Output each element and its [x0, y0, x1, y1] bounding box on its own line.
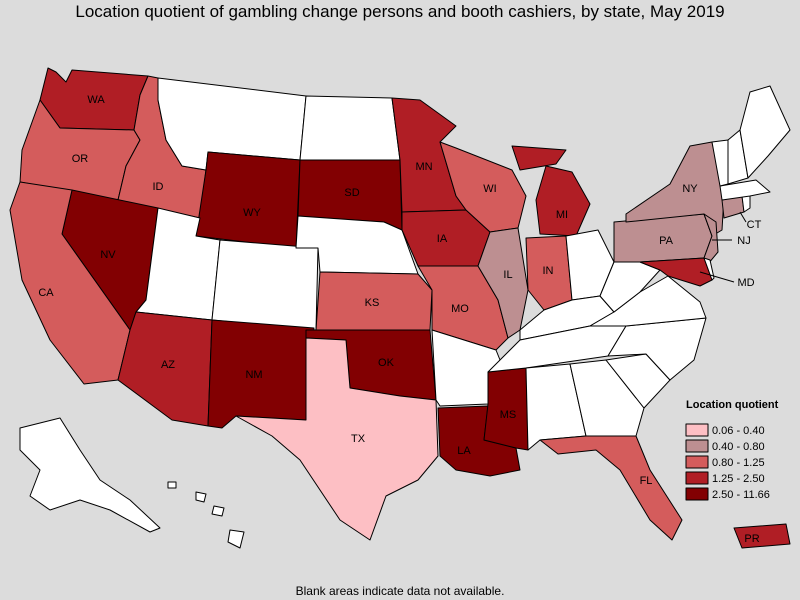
- state-RI[interactable]: [741, 195, 751, 213]
- state-GA[interactable]: [569, 359, 645, 437]
- legend-item: 0.80 - 1.25: [685, 455, 765, 469]
- label-MS: MS: [500, 409, 517, 421]
- label-OK: OK: [378, 357, 395, 369]
- label-LA: LA: [457, 445, 471, 457]
- label-CT: CT: [747, 219, 762, 231]
- legend-item: 2.50 - 11.66: [685, 487, 770, 501]
- label-MO: MO: [451, 303, 469, 315]
- map-title: Location quotient of gambling change per…: [75, 2, 725, 21]
- legend-item: 1.25 - 2.50: [685, 471, 765, 485]
- state-KS[interactable]: [315, 271, 433, 331]
- label-NM: NM: [245, 369, 262, 381]
- state-FL[interactable]: [539, 435, 683, 541]
- label-PA: PA: [659, 235, 674, 247]
- label-NV: NV: [100, 249, 116, 261]
- state-PR[interactable]: [733, 523, 791, 549]
- state-IL[interactable]: [477, 227, 529, 339]
- state-CO[interactable]: [211, 239, 319, 331]
- legend: Location quotient 0.06 - 0.40 0.40 - 0.8…: [685, 399, 779, 501]
- label-ID: ID: [153, 181, 164, 193]
- label-MI: MI: [556, 209, 568, 221]
- state-AK[interactable]: [19, 417, 161, 533]
- legend-swatch: [685, 487, 709, 501]
- legend-swatch: [685, 439, 709, 453]
- label-WI: WI: [483, 183, 496, 195]
- label-IA: IA: [437, 233, 448, 245]
- label-PR: PR: [744, 533, 759, 545]
- label-IN: IN: [543, 265, 554, 277]
- label-WY: WY: [243, 207, 261, 219]
- state-DE[interactable]: [703, 257, 715, 281]
- label-CA: CA: [38, 287, 54, 299]
- label-TX: TX: [351, 433, 366, 445]
- label-SD: SD: [344, 187, 359, 199]
- label-KS: KS: [365, 297, 380, 309]
- state-WY[interactable]: [195, 151, 301, 249]
- state-ND[interactable]: [299, 95, 401, 161]
- legend-swatch: [685, 471, 709, 485]
- state-CA[interactable]: [9, 181, 131, 385]
- legend-item: 0.06 - 0.40: [685, 423, 765, 437]
- legend-label: 0.80 - 1.25: [712, 457, 765, 469]
- label-MN: MN: [415, 161, 432, 173]
- state-HI[interactable]: [167, 481, 245, 549]
- legend-title: Location quotient: [686, 399, 779, 411]
- label-FL: FL: [640, 475, 653, 487]
- legend-item: 0.40 - 0.80: [685, 439, 765, 453]
- label-AZ: AZ: [161, 359, 175, 371]
- footnote: Blank areas indicate data not available.: [295, 584, 505, 598]
- legend-swatch: [685, 455, 709, 469]
- leader-line-ct: [739, 211, 747, 223]
- label-OR: OR: [72, 153, 89, 165]
- label-NY: NY: [682, 183, 698, 195]
- label-WA: WA: [87, 94, 105, 106]
- legend-label: 2.50 - 11.66: [712, 489, 770, 501]
- label-NJ: NJ: [737, 235, 750, 247]
- state-MA[interactable]: [719, 179, 771, 201]
- legend-label: 0.06 - 0.40: [712, 425, 765, 437]
- legend-label: 1.25 - 2.50: [712, 473, 765, 485]
- leader-line-md: [699, 271, 735, 283]
- legend-label: 0.40 - 0.80: [712, 441, 765, 453]
- state-TX[interactable]: [235, 337, 439, 541]
- legend-swatch: [685, 423, 709, 437]
- label-MD: MD: [737, 277, 754, 289]
- label-IL: IL: [503, 269, 512, 281]
- state-ME[interactable]: [739, 85, 791, 179]
